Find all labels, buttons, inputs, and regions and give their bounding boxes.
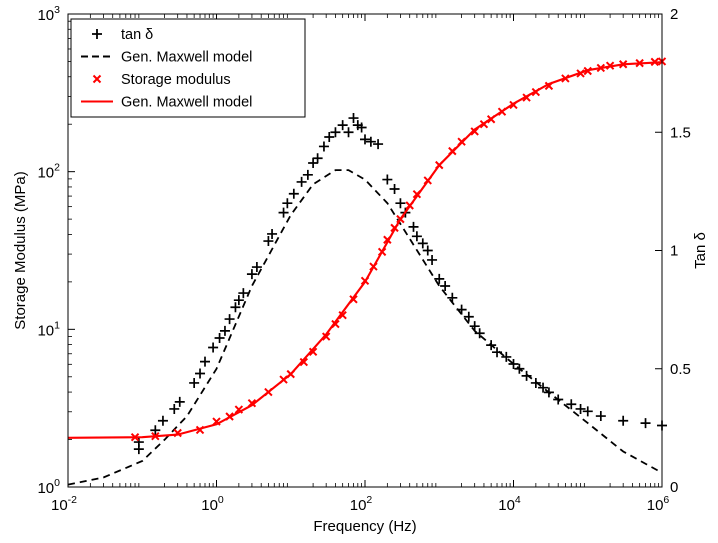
tan-delta-point	[195, 368, 206, 379]
tan-delta-point	[575, 403, 586, 414]
legend: tan δ Gen. Maxwell model Storage modulus Ge…	[70, 18, 306, 118]
tan-delta-point	[411, 231, 422, 242]
tan-delta-point	[278, 207, 289, 218]
tan-delta-point	[422, 245, 433, 256]
x-tick-label: 10-2	[51, 494, 77, 514]
legend-item-3: Gen. Maxwell model	[81, 95, 252, 111]
tan-delta-point	[296, 176, 307, 187]
y-right-tick-label: 0	[670, 479, 678, 496]
y-right-tick-label: 0.5	[670, 361, 691, 378]
storage-modulus-model-line	[67, 61, 663, 439]
tan-delta-point	[312, 153, 323, 164]
tan-delta-point	[267, 228, 278, 239]
tan-delta-point	[501, 351, 512, 362]
x-axis-label: Frequency (Hz)	[313, 518, 416, 535]
y-left-tick-label: 103	[37, 4, 60, 24]
legend-item-2: Storage modulus	[92, 72, 231, 88]
y-left-tick-label: 100	[37, 477, 60, 497]
tan-delta-point	[224, 314, 235, 325]
tan-delta-point	[417, 238, 428, 249]
tan-delta-point	[233, 295, 244, 306]
y-right-tick-label: 1.5	[670, 124, 691, 141]
tan-delta-point	[508, 359, 519, 370]
tan-delta-point	[373, 139, 384, 150]
tan-delta-point	[219, 325, 230, 336]
tan-delta-model-line	[67, 169, 663, 486]
tan-delta-point	[238, 288, 249, 299]
x-tick-label: 106	[647, 494, 670, 514]
legend-plus-marker	[92, 29, 102, 39]
tan-delta-point	[463, 311, 474, 322]
tan-delta-point	[434, 273, 445, 284]
legend-label: tan δ	[121, 27, 153, 43]
legend-label: Gen. Maxwell model	[121, 50, 252, 66]
tan-delta-point	[282, 198, 293, 209]
tan-delta-point	[427, 254, 438, 265]
y-left-tick-label: 101	[37, 319, 60, 339]
series-1	[67, 169, 663, 486]
x-tick-label: 102	[350, 494, 373, 514]
x-tick-label: 100	[201, 494, 224, 514]
tan-delta-point	[395, 198, 406, 209]
tan-delta-point	[133, 437, 144, 448]
tan-delta-point	[538, 382, 549, 393]
tan-delta-point	[308, 157, 319, 168]
tan-delta-point	[343, 127, 354, 138]
legend-label: Storage modulus	[121, 72, 231, 88]
tan-delta-point	[566, 399, 577, 410]
tan-delta-point	[230, 302, 241, 313]
legend-x-marker	[92, 74, 102, 84]
tan-delta-point	[582, 406, 593, 417]
storage-modulus-point	[338, 310, 347, 320]
tan-delta-point	[408, 221, 419, 232]
series-layer	[67, 57, 667, 486]
tan-delta-point	[288, 188, 299, 199]
tan-delta-point	[263, 236, 274, 247]
tan-delta-point	[214, 333, 225, 344]
tan-delta-point	[356, 122, 367, 133]
storage-modulus-point	[299, 357, 309, 367]
tan-delta-point	[348, 113, 359, 124]
tan-delta-point	[337, 120, 348, 131]
tan-delta-point	[521, 370, 532, 381]
storage-modulus-point	[308, 347, 318, 357]
legend-item-1: Gen. Maxwell model	[81, 50, 252, 66]
tan-delta-point	[440, 280, 451, 291]
tan-delta-point	[150, 425, 161, 436]
tan-delta-point	[169, 403, 180, 414]
tan-delta-point	[251, 262, 262, 273]
tan-delta-point	[595, 411, 606, 422]
tan-delta-point	[318, 141, 329, 152]
axes-layer: 10-2 100 102 104 10610010110210300.511.52Fre…	[12, 4, 709, 535]
tan-delta-point	[474, 328, 485, 339]
tan-delta-point	[365, 136, 376, 147]
tan-delta-point	[189, 377, 200, 388]
tan-delta-point	[302, 169, 313, 180]
tan-delta-point	[246, 269, 257, 280]
tan-delta-point	[157, 415, 168, 426]
tan-delta-point	[360, 134, 370, 145]
tan-delta-point	[640, 418, 651, 429]
x-tick-label: 104	[498, 494, 521, 514]
y-left-tick-label: 102	[37, 162, 60, 182]
tan-delta-point	[382, 174, 393, 185]
tan-delta-point	[330, 127, 341, 138]
tan-delta-point	[199, 356, 210, 367]
series-3	[67, 61, 663, 439]
tan-delta-point	[174, 396, 185, 407]
y-left-axis-label: Storage Modulus (MPa)	[12, 171, 29, 329]
tan-delta-point	[618, 415, 629, 426]
storage-modulus-point	[321, 332, 331, 341]
legend-item-0: tan δ	[92, 27, 153, 43]
tan-delta-point	[208, 342, 219, 353]
y-right-axis-label: Tan δ	[692, 232, 709, 269]
y-right-tick-label: 2	[670, 6, 678, 23]
legend-label: Gen. Maxwell model	[121, 95, 252, 111]
tan-delta-point	[389, 184, 400, 195]
y-right-tick-label: 1	[670, 243, 678, 260]
tan-delta-point	[324, 131, 335, 142]
